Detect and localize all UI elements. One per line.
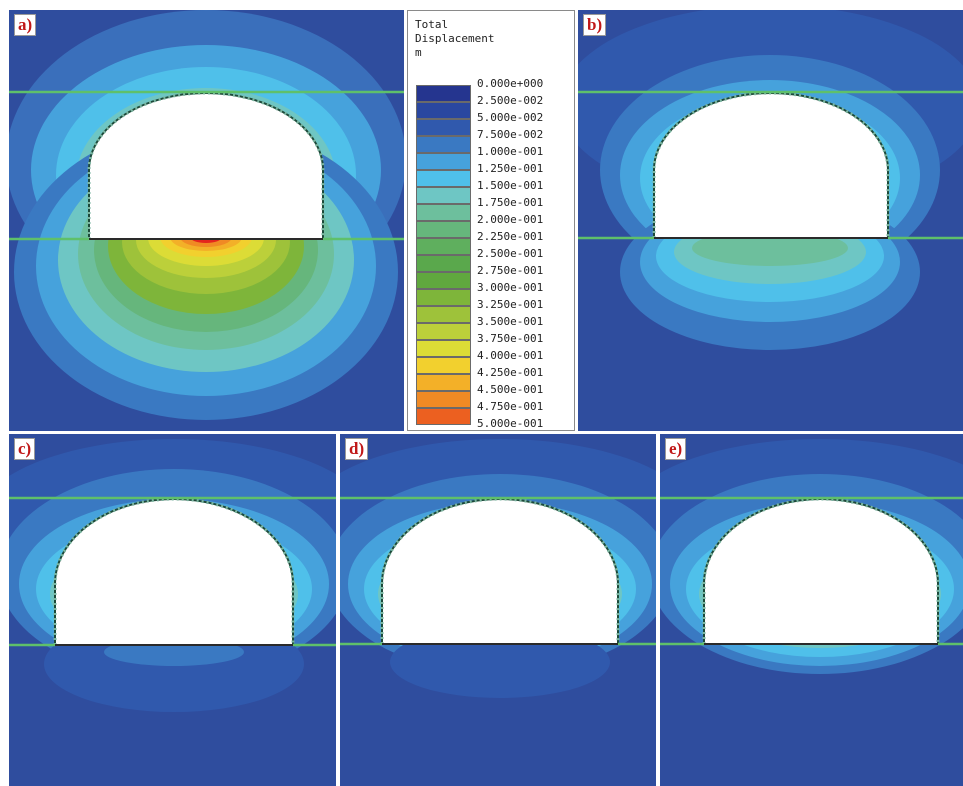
legend-swatch [416,187,471,204]
legend-swatch [416,374,471,391]
panel-b-label: b) [583,14,607,36]
legend-swatch [416,272,471,289]
legend-value: 0.000e+000 [477,77,544,90]
legend-swatch [416,85,471,102]
legend-value: 4.500e-001 [477,383,544,396]
panel-b: b) [578,10,963,431]
legend-swatch [416,391,471,408]
panel-d-label: d) [345,438,369,460]
panel-a: a) [9,10,404,431]
legend-value: 4.250e-001 [477,366,544,379]
panel-c-label: c) [14,438,36,460]
legend-value: 1.500e-001 [477,179,544,192]
legend-value: 3.250e-001 [477,298,544,311]
legend-value: 1.000e-001 [477,145,544,158]
legend-swatch [416,255,471,272]
legend-value: 3.000e-001 [477,281,544,294]
legend-swatch [416,408,471,425]
legend-swatch [416,119,471,136]
legend-value: 1.250e-001 [477,162,544,175]
legend-value: 2.000e-001 [477,213,544,226]
legend-swatch [416,136,471,153]
legend-swatch [416,221,471,238]
panel-e-contour [660,434,963,786]
legend-swatch [416,323,471,340]
legend-value: 2.750e-001 [477,264,544,277]
legend-title-line-3: m [415,46,422,59]
legend-value: 1.750e-001 [477,196,544,209]
panel-a-label: a) [14,14,37,36]
legend-value: 2.500e-002 [477,94,544,107]
legend-value: 4.000e-001 [477,349,544,362]
legend-swatch [416,306,471,323]
legend-value: 4.750e-001 [477,400,544,413]
panel-d-contour [340,434,656,786]
panel-e-label: e) [665,438,687,460]
legend-value: 2.500e-001 [477,247,544,260]
legend-value: 7.500e-002 [477,128,544,141]
displacement-legend: Total Displacement m 0.000e+000 2.500e-00… [407,10,575,431]
legend-value: 5.000e-002 [477,111,544,124]
legend-swatch [416,153,471,170]
panel-a-contour [9,10,404,431]
panel-c-contour [9,434,336,786]
legend-title-line-2: Displacement [415,32,495,45]
legend-swatch [416,340,471,357]
legend-value: 3.750e-001 [477,332,544,345]
legend-swatch [416,357,471,374]
legend-value: 3.500e-001 [477,315,544,328]
panel-d: d) [340,434,656,786]
legend-swatch [416,170,471,187]
panel-c: c) [9,434,336,786]
legend-title-line-1: Total [415,18,449,31]
legend-swatch [416,102,471,119]
legend-value: 2.250e-001 [477,230,544,243]
panel-b-contour [578,10,963,431]
legend-swatch [416,289,471,306]
panel-e: e) [660,434,963,786]
legend-swatch [416,238,471,255]
legend-swatch [416,204,471,221]
legend-value: 5.000e-001 [477,417,544,430]
legend-title: Total Displacement m [415,18,494,60]
